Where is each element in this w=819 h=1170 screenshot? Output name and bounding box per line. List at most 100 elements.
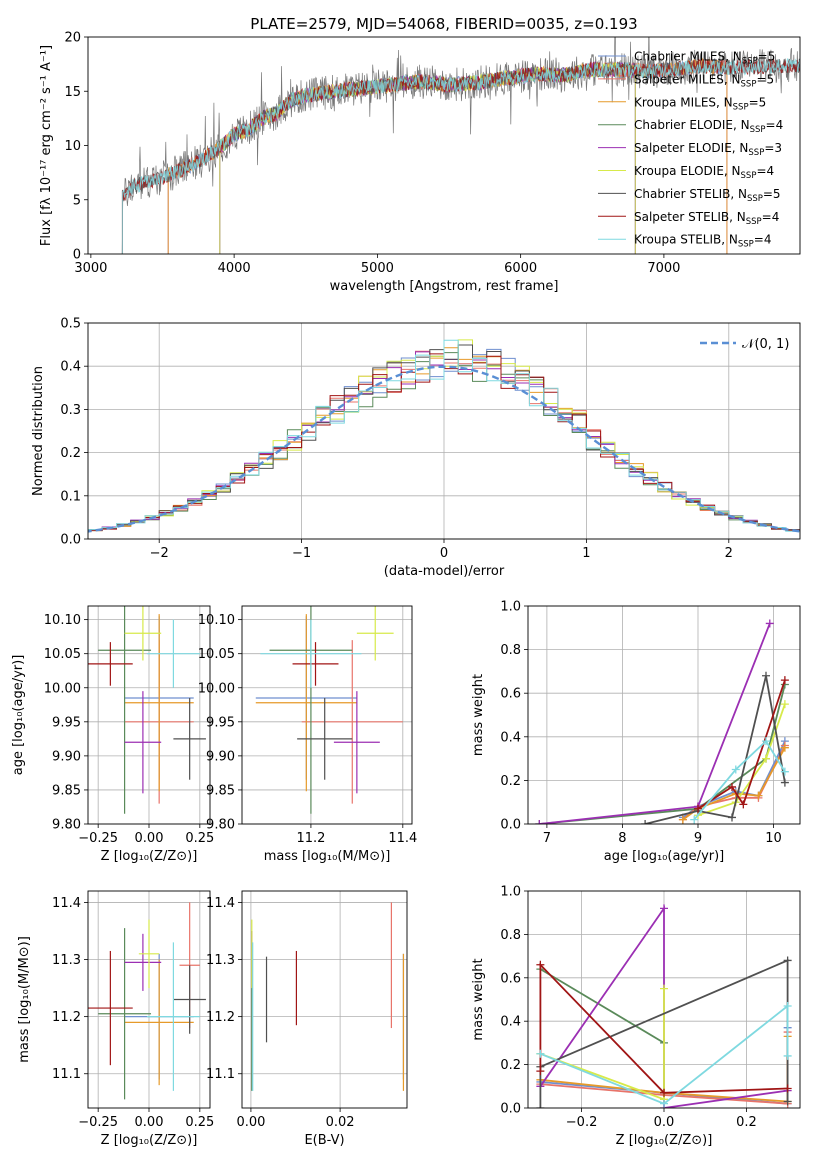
y-tick-label: 0.2 bbox=[500, 774, 521, 789]
axes-frame bbox=[241, 605, 413, 825]
x-tick-label: 0.25 bbox=[185, 831, 214, 846]
weight-vs-metallicity-panel: −0.2 0.0 0.2 0.0 0.2 0.4 0.6 0.8 1.0 Z [log₁₀(Z/Z… bbox=[471, 885, 801, 1148]
y-tick-label: 10 bbox=[64, 139, 81, 154]
y-tick-label: 20 bbox=[64, 31, 81, 46]
plot-area bbox=[88, 606, 206, 814]
axes-frame bbox=[527, 605, 801, 825]
y-tick-label: 5 bbox=[73, 193, 81, 208]
weight-marker-chabrier_stelib bbox=[780, 778, 789, 787]
weight-marker-kroupa_stelib bbox=[690, 815, 699, 824]
y-tick-label: 0.4 bbox=[500, 730, 521, 745]
weight-marker-kroupa_stelib bbox=[780, 767, 789, 776]
y-tick-label: 11.3 bbox=[52, 953, 81, 968]
x-tick-label: 11.4 bbox=[388, 831, 417, 846]
y-tick-label: 0.5 bbox=[60, 317, 81, 332]
y-tick-label: 9.95 bbox=[206, 715, 235, 730]
weight-marker-salpeter_stelib bbox=[728, 782, 736, 791]
y-tick-label: 10.05 bbox=[198, 647, 235, 662]
y-tick-label: 9.90 bbox=[52, 749, 81, 764]
weight-marker-kroupa_stelib bbox=[783, 1002, 792, 1011]
x-axis-label: mass [log₁₀(M/M⊙)] bbox=[264, 849, 391, 864]
weight-marker-salpeter_stelib bbox=[783, 1084, 792, 1093]
weight-vs-age-panel: 7 8 9 10 0.0 0.2 0.4 0.6 0.8 1.0 age [log₁₀(age/yr… bbox=[471, 600, 801, 864]
weight-marker-kroupa_miles bbox=[754, 791, 763, 800]
weight-marker-salpeter_stelib bbox=[536, 960, 545, 969]
mass-vs-metallicity-panel: −0.25 0.00 0.25 11.1 11.2 11.3 11.4 Z [log₁₀(Z/… bbox=[17, 890, 214, 1148]
weight-line-salpeter_stelib bbox=[539, 962, 788, 1094]
legend-label: Chabrier ELODIE, NSSP=4 bbox=[634, 118, 783, 135]
y-tick-label: 9.85 bbox=[52, 783, 81, 798]
plot-area bbox=[251, 902, 405, 1091]
weight-marker-kroupa_stelib bbox=[536, 1049, 545, 1058]
y-tick-label: 0.2 bbox=[500, 1058, 521, 1073]
y-tick-label: 11.4 bbox=[52, 896, 81, 911]
x-tick-label: −2 bbox=[150, 546, 169, 561]
y-tick-label: 11.1 bbox=[52, 1067, 81, 1082]
y-tick-label: 1.0 bbox=[500, 885, 521, 900]
weight-marker-salpeter_elodie bbox=[765, 619, 774, 628]
weight-marker-chabrier_stelib bbox=[728, 813, 736, 822]
axes-frame bbox=[527, 890, 801, 1109]
x-tick-label: 7000 bbox=[647, 261, 680, 276]
weight-marker-kroupa_elodie bbox=[780, 700, 789, 709]
x-tick-label: 11.2 bbox=[296, 831, 325, 846]
y-tick-label: 0 bbox=[73, 248, 81, 263]
axes-frame bbox=[87, 890, 211, 1109]
y-tick-label: 11.1 bbox=[206, 1067, 235, 1082]
weight-marker-kroupa_stelib bbox=[762, 737, 770, 746]
y-tick-label: 0.0 bbox=[500, 818, 521, 833]
y-tick-label: 0.8 bbox=[500, 643, 521, 658]
axes-frame bbox=[87, 322, 801, 540]
y-axis-label: mass weight bbox=[471, 958, 486, 1040]
x-tick-label: −0.25 bbox=[78, 1115, 118, 1130]
x-tick-label: 3000 bbox=[74, 261, 107, 276]
x-tick-label: 0.2 bbox=[736, 1115, 757, 1130]
x-tick-label: 0.00 bbox=[236, 1115, 265, 1130]
plot-area bbox=[255, 606, 403, 814]
x-axis-label: (data-model)/error bbox=[384, 564, 505, 579]
y-tick-label: 1.0 bbox=[500, 600, 521, 615]
spectrum-panel: 3000 4000 5000 6000 7000 0 5 10 15 20 wavelength [… bbox=[39, 31, 801, 294]
legend-label: 𝒩(0, 1) bbox=[742, 337, 789, 352]
weight-marker-kroupa_elodie bbox=[660, 984, 668, 993]
x-tick-label: 0.00 bbox=[135, 1115, 164, 1130]
axes-frame bbox=[87, 36, 801, 255]
plot-area bbox=[88, 902, 206, 1100]
weight-marker-kroupa_stelib bbox=[783, 1051, 792, 1060]
x-axis-label: E(B-V) bbox=[304, 1133, 344, 1148]
legend-label: Kroupa MILES, NSSP=5 bbox=[634, 95, 766, 112]
legend-label: Salpeter MILES, NSSP=5 bbox=[634, 72, 774, 89]
weight-marker-chabrier_stelib bbox=[536, 1104, 545, 1108]
y-tick-label: 10.00 bbox=[198, 681, 235, 696]
y-tick-label: 15 bbox=[64, 85, 81, 100]
y-tick-label: 11.3 bbox=[206, 953, 235, 968]
y-tick-label: 0.0 bbox=[60, 533, 81, 548]
weight-marker-kroupa_miles bbox=[678, 815, 687, 824]
weight-marker-salpeter_stelib bbox=[694, 804, 702, 813]
x-tick-label: 0.02 bbox=[326, 1115, 355, 1130]
legend-label: Kroupa STELIB, NSSP=4 bbox=[634, 233, 772, 250]
y-tick-label: 0.6 bbox=[500, 687, 521, 702]
y-tick-label: 0.6 bbox=[500, 971, 521, 986]
y-tick-label: 0.3 bbox=[60, 403, 81, 418]
x-tick-label: −0.2 bbox=[566, 1115, 598, 1130]
weight-marker-chabrier_stelib bbox=[762, 671, 770, 680]
x-tick-label: 2 bbox=[725, 546, 733, 561]
y-axis-label: age [log₁₀(age/yr)] bbox=[11, 655, 26, 776]
weight-marker-kroupa_elodie bbox=[762, 754, 770, 763]
weight-marker-kroupa_stelib bbox=[660, 1099, 668, 1108]
x-axis-label: age [log₁₀(age/yr)] bbox=[604, 849, 725, 864]
y-axis-label: Flux [fλ 10⁻¹⁷ erg cm⁻² s⁻¹ A⁻¹] bbox=[39, 45, 54, 246]
axes-frame bbox=[87, 605, 211, 825]
mass-vs-reddening-panel: 0.00 0.02 11.1 11.2 11.3 11.4 E(B-V) bbox=[206, 890, 408, 1148]
y-tick-label: 0.4 bbox=[500, 1015, 521, 1030]
y-tick-label: 9.85 bbox=[206, 783, 235, 798]
y-tick-label: 10.10 bbox=[198, 613, 235, 628]
weight-line-kroupa_stelib bbox=[693, 739, 786, 821]
y-tick-label: 0.8 bbox=[500, 928, 521, 943]
y-tick-label: 10.00 bbox=[44, 681, 81, 696]
y-tick-label: 11.2 bbox=[206, 1010, 235, 1025]
y-tick-label: 0.1 bbox=[60, 489, 81, 504]
x-axis-label: Z [log₁₀(Z/Z⊙)] bbox=[616, 1133, 713, 1148]
